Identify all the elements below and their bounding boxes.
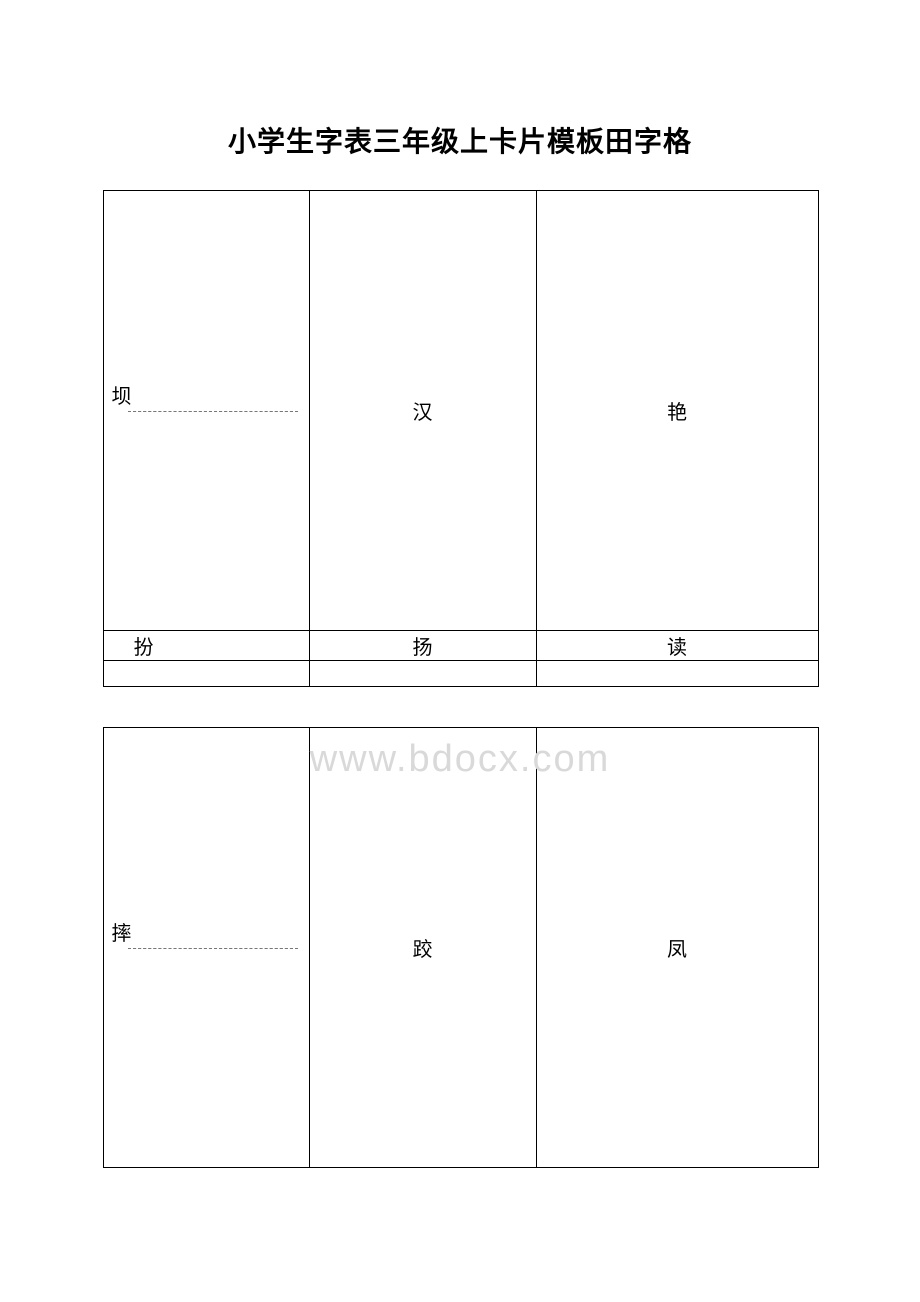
char-cell: 扬 xyxy=(309,631,536,661)
table-row: 摔 跤 凤 xyxy=(103,728,818,1138)
empty-cell xyxy=(103,661,309,687)
table: 摔 跤 凤 xyxy=(103,727,819,1168)
empty-cell xyxy=(309,661,536,687)
char-cell: 读 xyxy=(536,631,818,661)
table: 坝 汉 艳 扮 扬 读 xyxy=(103,190,819,687)
card-table-1: 坝 汉 艳 扮 扬 读 xyxy=(103,190,818,687)
char-cell: 扮 xyxy=(103,631,309,661)
char-label: 坝 xyxy=(112,380,132,409)
page: 小学生字表三年级上卡片模板田字格 www.bdocx.com 坝 xyxy=(0,120,920,1168)
tianzige-cell: 坝 xyxy=(103,191,309,631)
card-table-2: 摔 跤 凤 xyxy=(103,727,818,1168)
char-cell: 艳 xyxy=(536,191,818,631)
table-row xyxy=(103,661,818,687)
char-cell: 跤 xyxy=(309,728,536,1168)
char-cell: 汉 xyxy=(309,191,536,631)
table-row: 坝 汉 艳 xyxy=(103,191,818,601)
char-label: 摔 xyxy=(112,917,132,946)
char-cell: 凤 xyxy=(536,728,818,1168)
tianzige-cell: 摔 xyxy=(103,728,309,1168)
page-title: 小学生字表三年级上卡片模板田字格 xyxy=(0,120,920,160)
table-row: 扮 扬 读 xyxy=(103,631,818,661)
empty-cell xyxy=(536,661,818,687)
